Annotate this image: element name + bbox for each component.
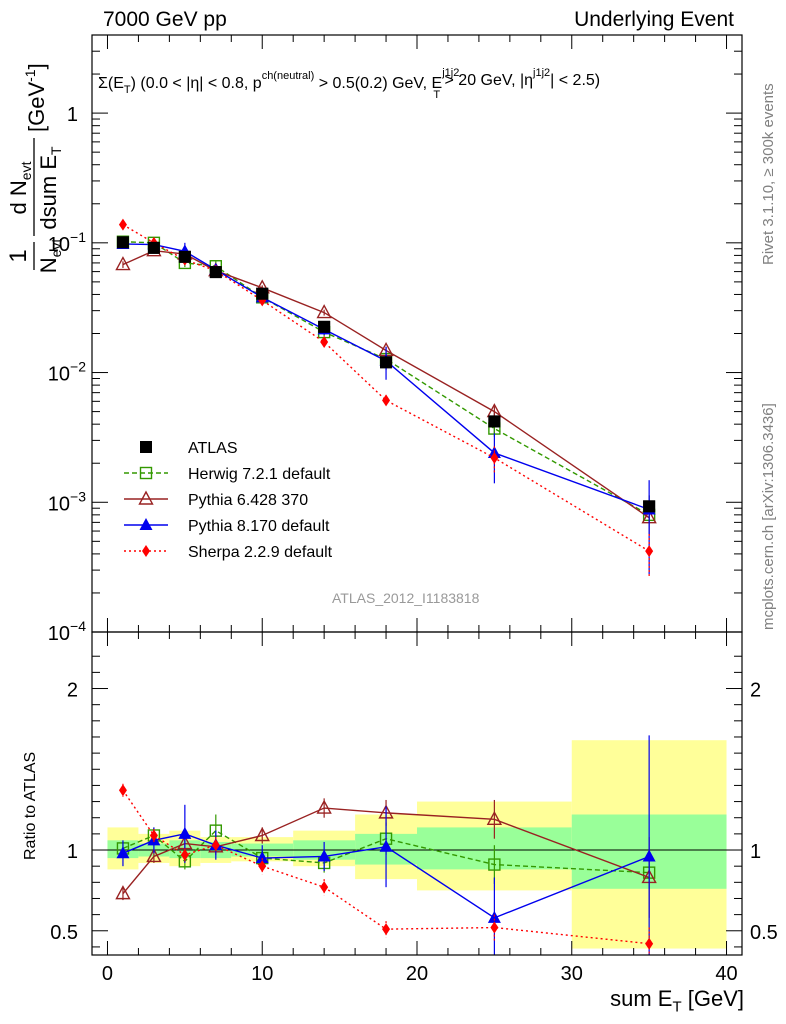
main-frame [91, 34, 743, 633]
ratio-point-pythia-6-428-370 [316, 799, 332, 814]
mcplots-reference-label: mcplots.cern.ch [arXiv:1306.3436] [760, 403, 777, 630]
series-line-sherpa-2-2-9-default [122, 224, 650, 552]
ratio-point-sherpa-2-2-9-default [149, 829, 158, 842]
x-tick-label: 20 [406, 963, 428, 985]
ratio-point-sherpa-2-2-9-default [490, 921, 499, 934]
ratio-point-sherpa-2-2-9-default [180, 848, 189, 861]
ratio-point-pythia-8-170-default [116, 846, 130, 859]
legend-label-herwig-7-2-1-default: Herwig 7.2.1 default [188, 466, 331, 483]
y-tick-label: 10−1 [48, 229, 86, 256]
point-atlas-top [147, 241, 160, 254]
y-tick-label: 10−2 [48, 359, 86, 386]
ratio-point-sherpa-2-2-9-default [258, 860, 267, 873]
legend-label-atlas: ATLAS [188, 440, 238, 457]
x-tick-label: 30 [561, 963, 583, 985]
y-label-one: 1 [5, 249, 32, 262]
main-panel-content [115, 218, 657, 577]
ratio-y-tick-label: 2 [67, 680, 78, 702]
ratio-point-pythia-8-170-default [642, 849, 656, 862]
ratio-y-tick-label-right: 0.5 [750, 922, 778, 944]
ratio-point-pythia-6-428-370 [486, 810, 503, 826]
point-sherpa-2-2-9-default [645, 545, 654, 558]
y-label-unit: [GeV-1] [22, 63, 49, 132]
ratio-point-pythia-6-428-370 [115, 885, 131, 900]
legend-marker-atlas [140, 441, 152, 453]
axes-ticks: 0 10 20 30 40 10−4 10−3 10−2 10−1 1 0.5 0.5 1 1 2 2 Σ(ET… [48, 34, 778, 985]
ratio-point-herwig-7-2-1-default [488, 858, 501, 871]
ratio-panel-content [115, 735, 657, 955]
point-atlas-top [380, 356, 393, 369]
ratio-point-sherpa-2-2-9-default [211, 839, 220, 852]
legend-label-pythia-8-170-default: Pythia 8.170 default [188, 518, 330, 535]
y-label-dsum: dsum ET [36, 146, 64, 230]
legend-label-pythia-6-428-370: Pythia 6.428 370 [188, 492, 308, 509]
ratio-point-pythia-8-170-default [487, 910, 501, 923]
ratio-point-pythia-8-170-default [379, 839, 393, 852]
point-atlas-top [178, 250, 191, 263]
legend-label-sherpa-2-2-9-default: Sherpa 2.2.9 default [188, 544, 333, 561]
ratio-point-sherpa-2-2-9-default [320, 881, 329, 894]
point-sherpa-2-2-9-default [118, 218, 127, 231]
y-tick-label: 10−4 [48, 618, 86, 645]
legend: ATLAS Herwig 7.2.1 default Pythia 6.428 37… [124, 440, 333, 561]
point-atlas-top [488, 415, 501, 428]
point-sherpa-2-2-9-default [382, 394, 391, 407]
x-tick-label: 10 [251, 963, 273, 985]
point-atlas-top [318, 320, 331, 333]
ratio-point-sherpa-2-2-9-default [382, 923, 391, 936]
ratio-y-tick-label-right: 2 [750, 680, 761, 702]
ratio-point-pythia-8-170-default [178, 826, 192, 839]
ratio-line-sherpa-2-2-9-default [122, 789, 650, 945]
y-tick-label: 1 [67, 104, 78, 126]
ratio-point-pythia-8-170-default [317, 849, 331, 862]
y-tick-label: 10−3 [48, 488, 86, 515]
legend-marker-pythia-8-170-default [139, 518, 153, 530]
selection-cuts-label: Σ(ET) (0.0 < |η| < 0.8, pch(neutral) > 0… [98, 67, 600, 101]
header-collision-label: 7000 GeV pp [103, 8, 227, 31]
x-tick-label: 40 [715, 963, 737, 985]
legend-marker-pythia-6-428-370 [138, 490, 154, 505]
ratio-y-axis-label: Ratio to ATLAS [22, 751, 39, 860]
point-atlas-top [643, 500, 656, 513]
ratio-point-pythia-8-170-default [255, 851, 269, 864]
legend-marker-herwig-7-2-1-default [139, 466, 153, 480]
point-atlas-top [256, 287, 269, 300]
point-atlas-top [116, 236, 129, 249]
ratio-y-tick-label-right: 1 [750, 841, 761, 863]
point-pythia-6-428-370 [115, 256, 131, 271]
point-sherpa-2-2-9-default [320, 335, 329, 348]
ratio-point-pythia-6-428-370 [254, 827, 270, 842]
rivet-version-label: Rivet 3.1.10, ≥ 300k events [760, 83, 777, 265]
y-label-dn: d Nevt [6, 161, 34, 214]
x-axis-label: sum ET [GeV] [610, 986, 744, 1016]
analysis-id-label: ATLAS_2012_I1183818 [332, 590, 480, 606]
x-tick-label: 0 [102, 963, 113, 985]
point-atlas-top [209, 266, 222, 279]
legend-marker-sherpa-2-2-9-default [142, 545, 150, 557]
ratio-point-pythia-6-428-370 [146, 848, 162, 863]
ratio-y-tick-label: 0.5 [50, 922, 78, 944]
header-process-label: Underlying Event [574, 8, 734, 31]
point-sherpa-2-2-9-default [490, 451, 499, 464]
point-pythia-6-428-370 [316, 304, 332, 319]
ratio-point-sherpa-2-2-9-default [645, 937, 654, 950]
ratio-y-tick-label: 1 [67, 841, 78, 863]
y-label-nevt: Nevt [36, 239, 64, 274]
ratio-point-sherpa-2-2-9-default [118, 784, 127, 797]
